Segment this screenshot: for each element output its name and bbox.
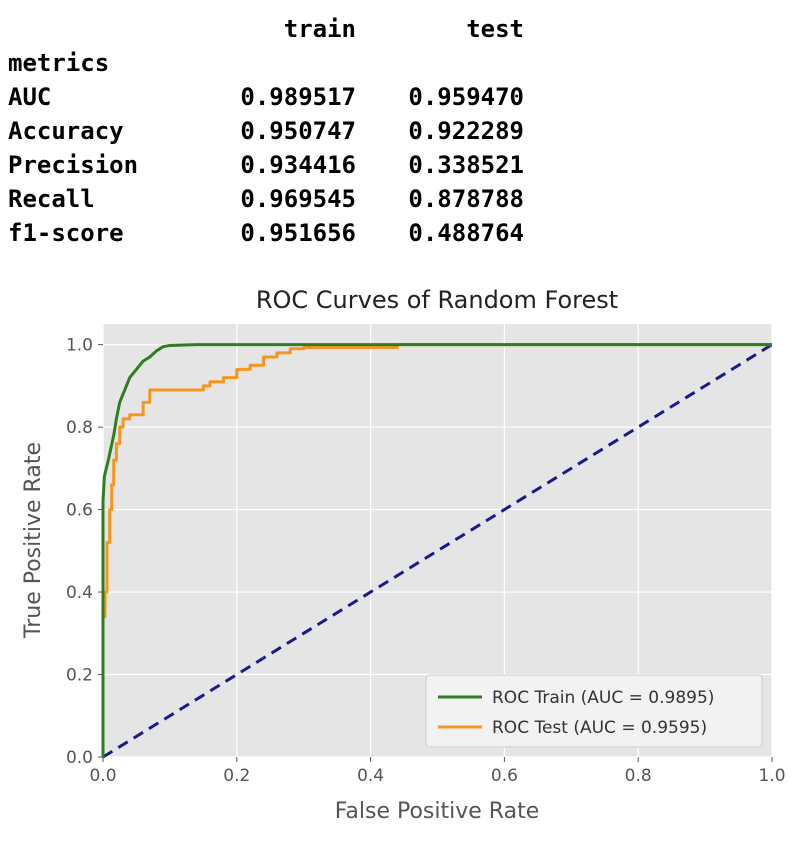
y-tick-label: 0.8 [66, 418, 93, 438]
cell-train: 0.951656 [240, 219, 356, 247]
series-line-diagonal [102, 343, 773, 759]
x-axis-label: False Positive Rate [335, 799, 539, 824]
metrics-index-row: metrics [8, 46, 524, 80]
axis-ticks: 0.0 0.2 0.4 0.6 0.8 1.0 0.0 0.2 0.4 0.6 0.8 1.0 [66, 336, 786, 786]
cell-train: 0.934416 [240, 151, 356, 179]
row-label: Precision [8, 151, 139, 179]
x-tick-label: 0.8 [625, 766, 652, 786]
cell-test: 0.922289 [408, 117, 524, 145]
legend-label: ROC Train (AUC = 0.9895) [492, 688, 714, 708]
y-axis-label: True Positive Rate [21, 442, 46, 639]
x-tick-label: 0.6 [491, 766, 518, 786]
cell-train: 0.989517 [240, 83, 356, 111]
cell-test: 0.488764 [408, 219, 524, 247]
row-label: Recall [8, 185, 95, 213]
column-header-train: train [283, 15, 356, 43]
legend-box [425, 674, 763, 748]
table-row: Recall 0.969545 0.878788 [8, 182, 524, 216]
metrics-table: train test metrics AUC 0.989517 0.959470… [8, 12, 524, 250]
y-tick-label: 0.4 [66, 583, 93, 603]
series-line-train [101, 343, 772, 757]
cell-test: 0.878788 [408, 185, 524, 213]
y-tick-label: 0.6 [66, 501, 93, 521]
table-row: f1-score 0.951656 0.488764 [8, 216, 524, 250]
cell-test: 0.959470 [408, 83, 524, 111]
grid-lines [102, 324, 773, 758]
legend-label: ROC Test (AUC = 0.9595) [492, 718, 707, 738]
table-row: AUC 0.989517 0.959470 [8, 80, 524, 114]
legend: ROC Train (AUC = 0.9895) ROC Test (AUC = … [425, 674, 763, 748]
y-tick-label: 1.0 [66, 336, 93, 356]
cell-train: 0.969545 [240, 185, 356, 213]
roc-chart: ROC Curves of Random Forest 0.0 0.2 0.4 0.6… [21, 286, 786, 824]
cell-test: 0.338521 [408, 151, 524, 179]
index-name: metrics [8, 49, 110, 77]
x-tick-label: 0.4 [357, 766, 384, 786]
x-tick-label: 0.2 [223, 766, 250, 786]
chart-title: ROC Curves of Random Forest [256, 286, 618, 314]
cell-train: 0.950747 [240, 117, 356, 145]
y-tick-label: 0.0 [66, 748, 93, 768]
row-label: f1-score [8, 219, 124, 247]
series-lines [101, 343, 773, 759]
metrics-header-row: train test [8, 12, 524, 46]
header-blank [8, 12, 188, 46]
x-tick-label: 1.0 [758, 766, 785, 786]
column-header-test: test [466, 15, 524, 43]
x-tick-label: 0.0 [89, 766, 116, 786]
table-row: Precision 0.934416 0.338521 [8, 148, 524, 182]
row-label: Accuracy [8, 117, 124, 145]
series-line-test [101, 343, 772, 708]
y-tick-label: 0.2 [66, 666, 93, 686]
table-row: Accuracy 0.950747 0.922289 [8, 114, 524, 148]
row-label: AUC [8, 83, 52, 111]
